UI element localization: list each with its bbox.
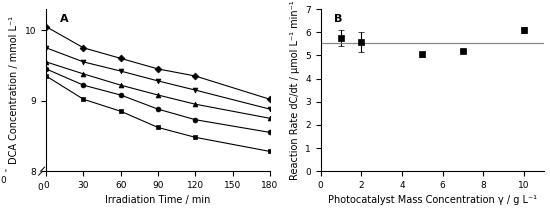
Text: B: B xyxy=(334,14,343,24)
Text: 0: 0 xyxy=(38,183,43,192)
Text: 0: 0 xyxy=(0,176,6,185)
Text: A: A xyxy=(59,14,68,24)
Y-axis label: Reaction Rate dC/dt / μmol L⁻¹ min⁻¹: Reaction Rate dC/dt / μmol L⁻¹ min⁻¹ xyxy=(290,0,300,180)
Y-axis label: DCA Concentration / mmol L⁻¹: DCA Concentration / mmol L⁻¹ xyxy=(9,16,19,164)
X-axis label: Irradiation Time / min: Irradiation Time / min xyxy=(106,195,211,206)
X-axis label: Photocatalyst Mass Concentration γ / g L⁻¹: Photocatalyst Mass Concentration γ / g L… xyxy=(328,195,537,206)
